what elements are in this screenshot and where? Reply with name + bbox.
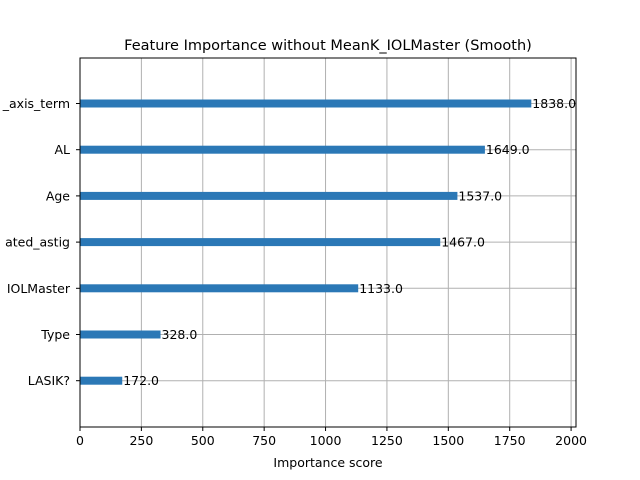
y-category-label: Age bbox=[46, 188, 70, 203]
x-tick-label: 250 bbox=[129, 433, 153, 448]
y-category-label: _axis_term bbox=[2, 96, 70, 111]
bar-data-labels: 1838.0 1649.0 1537.0 1467.0 1133.0 328.0 172.0 bbox=[123, 96, 576, 388]
x-tick-label: 1250 bbox=[371, 433, 403, 448]
x-tick-label: 1000 bbox=[310, 433, 342, 448]
bar-value-label: 1537.0 bbox=[458, 188, 502, 203]
bar-value-label: 1838.0 bbox=[532, 96, 576, 111]
y-category-label: LASIK? bbox=[28, 373, 70, 388]
y-axis-category-labels: _axis_term AL Age ated_astig IOLMaster Type LA… bbox=[2, 96, 80, 388]
bar bbox=[80, 99, 532, 108]
bar bbox=[80, 330, 161, 339]
y-category-label: Type bbox=[40, 327, 70, 342]
x-axis-label: Importance score bbox=[273, 455, 383, 470]
bar bbox=[80, 376, 123, 385]
bar-value-label: 1467.0 bbox=[441, 235, 485, 250]
y-category-label: IOLMaster bbox=[7, 281, 71, 296]
bar bbox=[80, 284, 359, 293]
bar bbox=[80, 191, 458, 200]
bar-value-label: 328.0 bbox=[162, 327, 198, 342]
chart-title: Feature Importance without MeanK_IOLMast… bbox=[124, 38, 532, 54]
bar bbox=[80, 238, 441, 247]
x-axis-ticks: 0 250 500 750 1000 1250 1500 1750 2000 bbox=[76, 427, 587, 448]
plot-frame bbox=[79, 57, 577, 428]
bar-value-label: 1649.0 bbox=[486, 142, 530, 157]
x-tick-label: 2000 bbox=[555, 433, 587, 448]
x-tick-label: 1500 bbox=[432, 433, 464, 448]
x-tick-label: 1750 bbox=[494, 433, 526, 448]
bar bbox=[80, 145, 485, 154]
y-category-label: AL bbox=[54, 142, 70, 157]
bar-value-label: 1133.0 bbox=[359, 281, 403, 296]
bar-value-label: 172.0 bbox=[123, 373, 159, 388]
x-tick-label: 0 bbox=[76, 433, 84, 448]
x-tick-label: 500 bbox=[191, 433, 215, 448]
x-tick-label: 750 bbox=[252, 433, 276, 448]
bars bbox=[80, 99, 532, 385]
y-category-label: ated_astig bbox=[5, 235, 70, 250]
